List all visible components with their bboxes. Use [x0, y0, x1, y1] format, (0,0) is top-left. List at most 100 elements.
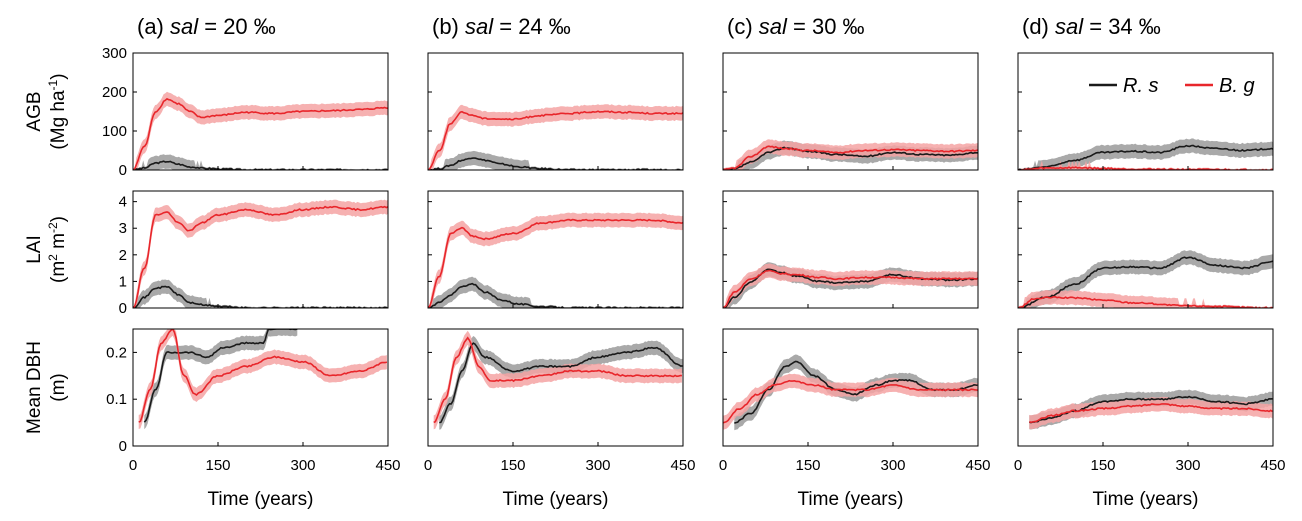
band-bg — [428, 212, 683, 308]
line-bg — [723, 379, 978, 424]
ylabel-1: LAI — [24, 235, 45, 264]
y-tick-label: 0 — [119, 162, 127, 179]
band-rs — [133, 154, 388, 170]
line-bg — [723, 269, 978, 308]
ylabel-0: AGB — [24, 91, 45, 131]
x-tick-label: 0 — [1014, 457, 1022, 474]
band-bg — [428, 104, 683, 170]
axes-frame — [722, 190, 979, 309]
y-tick-label: 200 — [102, 84, 127, 101]
y-tick-label: 4 — [119, 194, 127, 211]
x-tick-label: 300 — [290, 457, 315, 474]
panel-lai-d — [1017, 190, 1274, 309]
axes-frame — [427, 328, 684, 447]
panel-mean-dbh-d: 0 150 300 450 — [1014, 328, 1286, 474]
panel-agb-b — [427, 52, 684, 171]
x-tick-label: 0 — [424, 457, 432, 474]
x-axis-label-d: Time (years) — [1093, 489, 1199, 510]
x-tick-label: 150 — [1090, 457, 1115, 474]
axes-frame — [1017, 190, 1274, 309]
band-rs — [428, 150, 683, 170]
ylabel-unit-2: (m) — [48, 373, 69, 401]
line-bg — [1018, 295, 1273, 308]
ylabel-unit-1: (m2 m-2) — [46, 216, 69, 283]
line-bg — [428, 218, 683, 308]
axes-frame — [427, 52, 684, 171]
panel-lai-b — [427, 190, 684, 309]
band-rs — [144, 329, 298, 430]
line-rs — [439, 342, 683, 424]
y-tick-label: 0.2 — [106, 344, 127, 361]
axes-frame — [1017, 328, 1274, 447]
axes-frame — [427, 190, 684, 309]
y-tick-label: 0 — [119, 300, 127, 317]
x-tick-label: 0 — [129, 457, 137, 474]
x-tick-label: 150 — [205, 457, 230, 474]
panel-title-b: (b) sal = 24 ‰ — [432, 14, 571, 39]
panel-mean-dbh-a: 0 0.1 0.2 0 150 300 450 — [106, 328, 401, 474]
band-rs — [439, 336, 683, 430]
band-bg — [433, 330, 682, 430]
ylabel-2: Mean DBH — [24, 341, 45, 434]
axes-frame — [722, 52, 979, 171]
axes-frame — [1017, 52, 1274, 171]
line-bg — [1018, 166, 1273, 170]
line-rs — [723, 146, 978, 170]
band-bg — [1018, 289, 1273, 308]
x-tick-label: 450 — [670, 457, 695, 474]
x-tick-label: 300 — [880, 457, 905, 474]
panel-agb-d — [1017, 52, 1274, 171]
band-bg — [723, 373, 978, 430]
line-bg — [133, 97, 388, 170]
y-tick-label: 100 — [102, 123, 127, 140]
band-rs — [133, 279, 388, 308]
band-rs — [1018, 138, 1273, 170]
x-tick-label: 150 — [795, 457, 820, 474]
line-bg — [1029, 403, 1273, 424]
line-rs — [428, 282, 683, 308]
ylabel-unit-0: (Mg ha-1) — [46, 73, 69, 149]
panel-mean-dbh-c: 0 150 300 450 — [719, 328, 991, 474]
line-bg — [138, 329, 388, 423]
panel-mean-dbh-b: 0 150 300 450 — [424, 328, 696, 474]
y-tick-label: 2 — [119, 247, 127, 264]
axes-frame — [722, 328, 979, 447]
line-rs — [133, 285, 388, 308]
panel-agb-c — [722, 52, 979, 171]
line-bg — [133, 205, 388, 308]
panel-title-c: (c) sal = 30 ‰ — [727, 14, 865, 39]
legend-label-rs: R. s — [1123, 75, 1159, 97]
y-tick-label: 0.1 — [106, 391, 127, 408]
panel-agb-a: 0 100 200 300 — [102, 45, 389, 179]
band-rs — [1029, 389, 1273, 430]
x-axis-label-a: Time (years) — [208, 489, 314, 510]
axes-frame — [132, 190, 389, 309]
line-bg — [723, 145, 978, 170]
y-tick-label: 1 — [119, 273, 127, 290]
panel-lai-c — [722, 190, 979, 309]
panel-title-a: (a) sal = 20 ‰ — [137, 14, 276, 39]
axes-frame — [132, 52, 389, 171]
x-tick-label: 150 — [500, 457, 525, 474]
x-tick-label: 300 — [1175, 457, 1200, 474]
y-tick-label: 3 — [119, 220, 127, 237]
x-tick-label: 450 — [1260, 457, 1285, 474]
band-bg — [138, 329, 387, 429]
y-tick-label: 300 — [102, 45, 127, 62]
x-tick-label: 300 — [585, 457, 610, 474]
x-tick-label: 0 — [719, 457, 727, 474]
x-axis-label-b: Time (years) — [503, 489, 609, 510]
legend-label-bg: B. g — [1219, 75, 1255, 97]
y-tick-label: 0 — [119, 438, 127, 455]
line-rs — [1018, 256, 1273, 308]
panel-lai-a: 0 1 2 3 4 — [119, 190, 389, 317]
axes-frame — [132, 328, 389, 447]
line-bg — [428, 110, 683, 170]
line-rs — [1018, 144, 1273, 170]
line-rs — [428, 157, 683, 170]
x-axis-label-c: Time (years) — [798, 489, 904, 510]
panel-title-d: (d) sal = 34 ‰ — [1022, 14, 1161, 39]
line-bg — [433, 336, 682, 424]
band-rs — [428, 276, 683, 308]
